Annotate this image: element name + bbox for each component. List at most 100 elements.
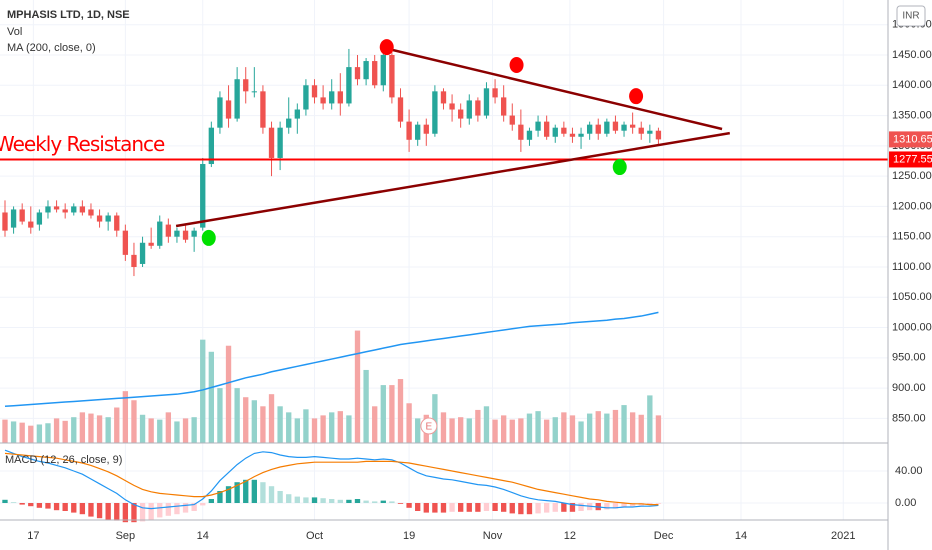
macd-histogram-bar: [569, 503, 576, 512]
macd-histogram-bar: [200, 503, 206, 506]
ma-label: MA (200, close, 0): [7, 42, 96, 54]
macd-histogram-bar: [96, 503, 103, 519]
x-tick-label: 19: [403, 530, 415, 542]
candle-body: [346, 67, 352, 104]
candle-body: [277, 127, 283, 158]
macd-histogram-bar: [363, 500, 369, 503]
volume-bar: [88, 413, 94, 443]
macd-histogram-bar: [114, 503, 120, 521]
volume-bar: [234, 388, 240, 443]
volume-bar: [492, 419, 498, 443]
candle-body: [638, 127, 644, 134]
volume-bar: [647, 395, 653, 443]
candle-body: [526, 130, 533, 140]
candle-body: [28, 221, 34, 228]
marker-dot: [629, 88, 644, 105]
volume-bar: [621, 405, 627, 443]
volume-bar: [28, 425, 34, 443]
candle-body: [492, 88, 498, 98]
candle-body: [655, 130, 662, 140]
volume-bar: [165, 412, 172, 443]
candle-body: [561, 127, 567, 134]
volume-bar: [346, 415, 352, 443]
volume-bar: [277, 406, 283, 443]
volume-bar: [96, 415, 103, 443]
candle-body: [458, 109, 464, 119]
volume-bar: [294, 418, 300, 443]
candle-body: [294, 109, 300, 119]
volume-bar: [182, 418, 189, 443]
macd-histogram-bar: [509, 503, 515, 514]
volume-label: Vol: [7, 26, 22, 38]
volume-bar: [36, 424, 43, 443]
macd-histogram-bar: [303, 497, 309, 503]
candle-body: [552, 127, 558, 137]
volume-bar: [397, 379, 404, 443]
y-tick-label: 950.00: [892, 352, 926, 364]
x-tick-label: Dec: [654, 530, 674, 542]
earnings-label: E: [426, 422, 433, 433]
macd-histogram-bar: [182, 503, 189, 513]
y-tick-label: 1400.00: [892, 79, 932, 91]
volume-bar: [466, 418, 472, 443]
candle-body: [260, 91, 266, 128]
volume-bar: [578, 421, 584, 443]
x-tick-label: Nov: [483, 530, 503, 542]
macd-histogram-bar: [449, 503, 455, 512]
macd-histogram-bar: [397, 503, 404, 504]
candle-body: [148, 242, 154, 246]
macd-histogram-bar: [79, 503, 86, 515]
macd-label: MACD (12, 26, close, 9): [5, 454, 122, 466]
macd-histogram-bar: [389, 501, 395, 503]
y-tick-label: 850.00: [892, 412, 926, 424]
macd-histogram-bar: [346, 499, 352, 503]
y-tick-label: 1150.00: [892, 231, 931, 243]
x-tick-label: Oct: [306, 530, 323, 542]
volume-bar: [475, 409, 481, 443]
candle-body: [629, 124, 636, 128]
candle-body: [337, 91, 343, 104]
candle-body: [354, 67, 361, 80]
macd-histogram-bar: [354, 499, 361, 503]
volume-bar: [518, 418, 524, 443]
candle-body: [449, 103, 455, 110]
marker-dot: [379, 39, 394, 56]
volume-bar: [586, 413, 593, 443]
macd-histogram-bar: [234, 482, 240, 503]
trendline: [175, 131, 731, 228]
volume-bar: [286, 412, 292, 443]
candle-body: [329, 91, 335, 104]
candle-body: [19, 209, 25, 222]
volume-bar: [79, 412, 86, 443]
candle-body: [303, 85, 309, 110]
x-tick-label: 17: [27, 530, 39, 542]
x-tick-label: 14: [197, 530, 209, 542]
candle-body: [578, 133, 584, 137]
candle-body: [191, 230, 197, 237]
candle-body: [131, 254, 137, 267]
macd-histogram-bar: [372, 501, 378, 503]
candle-body: [621, 124, 627, 131]
candle-body: [36, 212, 43, 225]
currency-button[interactable]: [896, 5, 926, 27]
volume-bar: [372, 406, 378, 443]
volume-bar: [561, 412, 567, 443]
candle-body: [88, 209, 94, 216]
macd-histogram-bar: [320, 498, 326, 503]
volume-bar: [449, 418, 455, 443]
candle-body: [268, 127, 275, 158]
macd-histogram-bar: [260, 482, 266, 503]
candle-body: [96, 215, 103, 222]
candle-body: [208, 127, 215, 165]
volume-bar: [122, 391, 129, 443]
currency-label[interactable]: INR: [902, 11, 919, 22]
volume-bar: [260, 406, 266, 443]
y-tick-label: 1100.00: [892, 261, 931, 273]
macd-histogram-bar: [36, 503, 43, 508]
macd-histogram-bar: [268, 486, 275, 503]
macd-histogram-bar: [458, 503, 464, 512]
macd-histogram-bar: [88, 503, 94, 517]
macd-tick-label: 0.00: [895, 497, 916, 509]
